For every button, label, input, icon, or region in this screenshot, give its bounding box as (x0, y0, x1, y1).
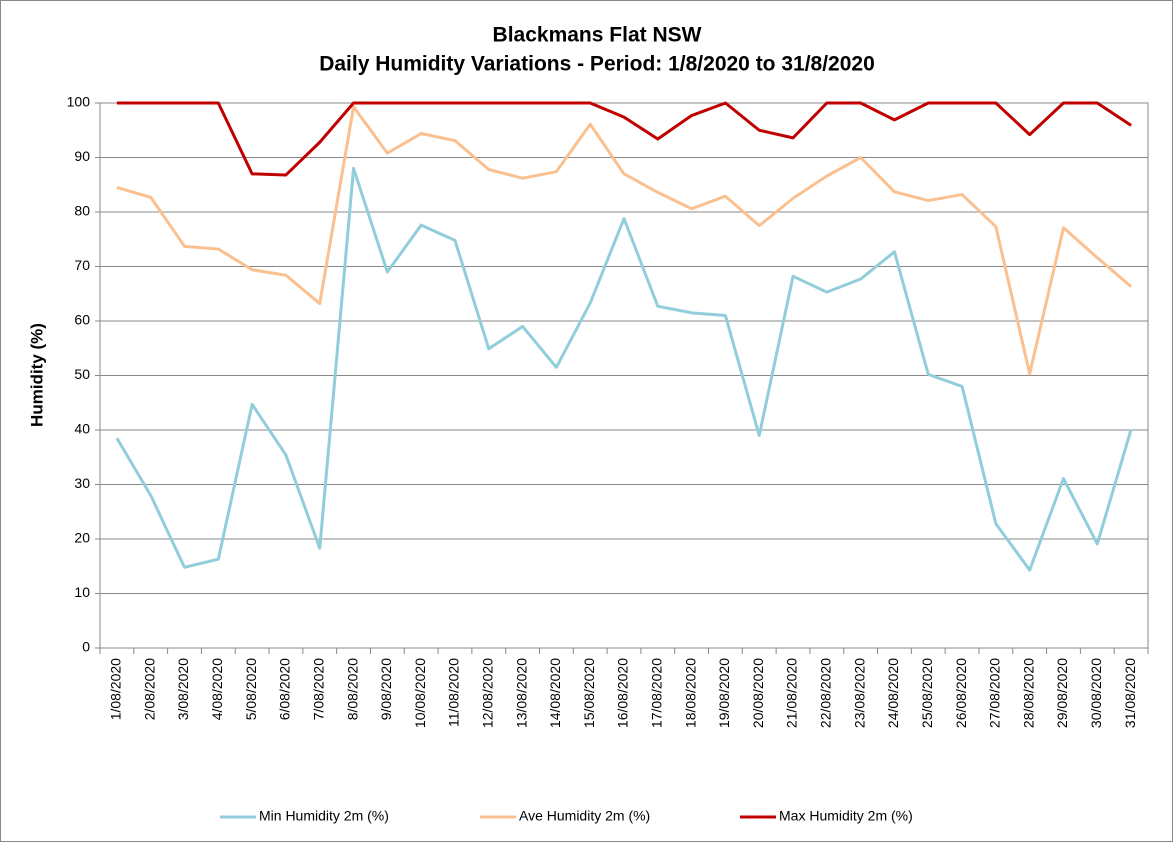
x-tick-label: 17/08/2020 (649, 658, 665, 728)
chart-title: Blackmans Flat NSW (493, 24, 702, 47)
x-tick-label: 11/08/2020 (446, 658, 462, 727)
y-tick-label: 60 (74, 312, 90, 328)
x-tick-label: 21/08/2020 (784, 658, 800, 728)
y-tick-label: 80 (74, 203, 90, 219)
series-line (116, 101, 1132, 177)
x-tick-label: 9/08/2020 (378, 658, 394, 720)
x-tick-label: 18/08/2020 (682, 658, 698, 728)
y-tick-label: 70 (74, 257, 90, 273)
series-line (116, 105, 1133, 376)
x-tick-label: 16/08/2020 (615, 658, 631, 728)
legend-label: Ave Humidity 2m (%) (519, 808, 650, 824)
y-tick-label: 40 (74, 421, 90, 437)
x-tick-label: 13/08/2020 (513, 658, 529, 728)
x-tick-label: 19/08/2020 (716, 658, 732, 728)
x-tick-label: 30/08/2020 (1088, 658, 1104, 728)
x-tick-label: 8/08/2020 (344, 658, 360, 720)
x-tick-label: 20/08/2020 (750, 658, 766, 728)
x-tick-label: 4/08/2020 (209, 658, 225, 720)
x-tick-label: 2/08/2020 (141, 658, 157, 720)
y-tick-label: 0 (82, 639, 90, 655)
y-axis-label: Humidity (%) (27, 323, 46, 427)
x-tick-label: 22/08/2020 (818, 658, 834, 728)
x-tick-label: 12/08/2020 (479, 658, 495, 728)
y-tick-label: 10 (74, 584, 90, 600)
chart-subtitle: Daily Humidity Variations - Period: 1/8/… (319, 53, 875, 76)
y-tick-label: 50 (74, 366, 90, 382)
x-tick-label: 14/08/2020 (547, 658, 563, 728)
x-tick-label: 23/08/2020 (851, 658, 867, 728)
x-tick-label: 6/08/2020 (277, 658, 293, 720)
y-tick-label: 20 (74, 530, 90, 546)
x-tick-label: 10/08/2020 (412, 658, 428, 728)
x-tick-label: 7/08/2020 (310, 658, 326, 720)
series-line (115, 166, 1133, 572)
x-tick-label: 3/08/2020 (175, 658, 191, 720)
x-tick-label: 24/08/2020 (885, 658, 901, 728)
x-tick-label: 26/08/2020 (953, 658, 969, 728)
y-tick-label: 100 (67, 94, 91, 110)
x-tick-label: 15/08/2020 (581, 658, 597, 728)
x-tick-label: 28/08/2020 (1020, 658, 1036, 728)
x-tick-label: 27/08/2020 (987, 658, 1003, 728)
x-tick-label: 1/08/2020 (108, 658, 124, 720)
y-tick-label: 30 (74, 475, 90, 491)
legend-label: Min Humidity 2m (%) (259, 808, 389, 824)
legend-label: Max Humidity 2m (%) (779, 808, 913, 824)
x-tick-label: 29/08/2020 (1054, 658, 1070, 728)
x-tick-label: 31/08/2020 (1122, 658, 1138, 728)
x-tick-label: 5/08/2020 (243, 658, 259, 720)
y-tick-label: 90 (74, 148, 90, 164)
x-tick-label: 25/08/2020 (919, 658, 935, 728)
